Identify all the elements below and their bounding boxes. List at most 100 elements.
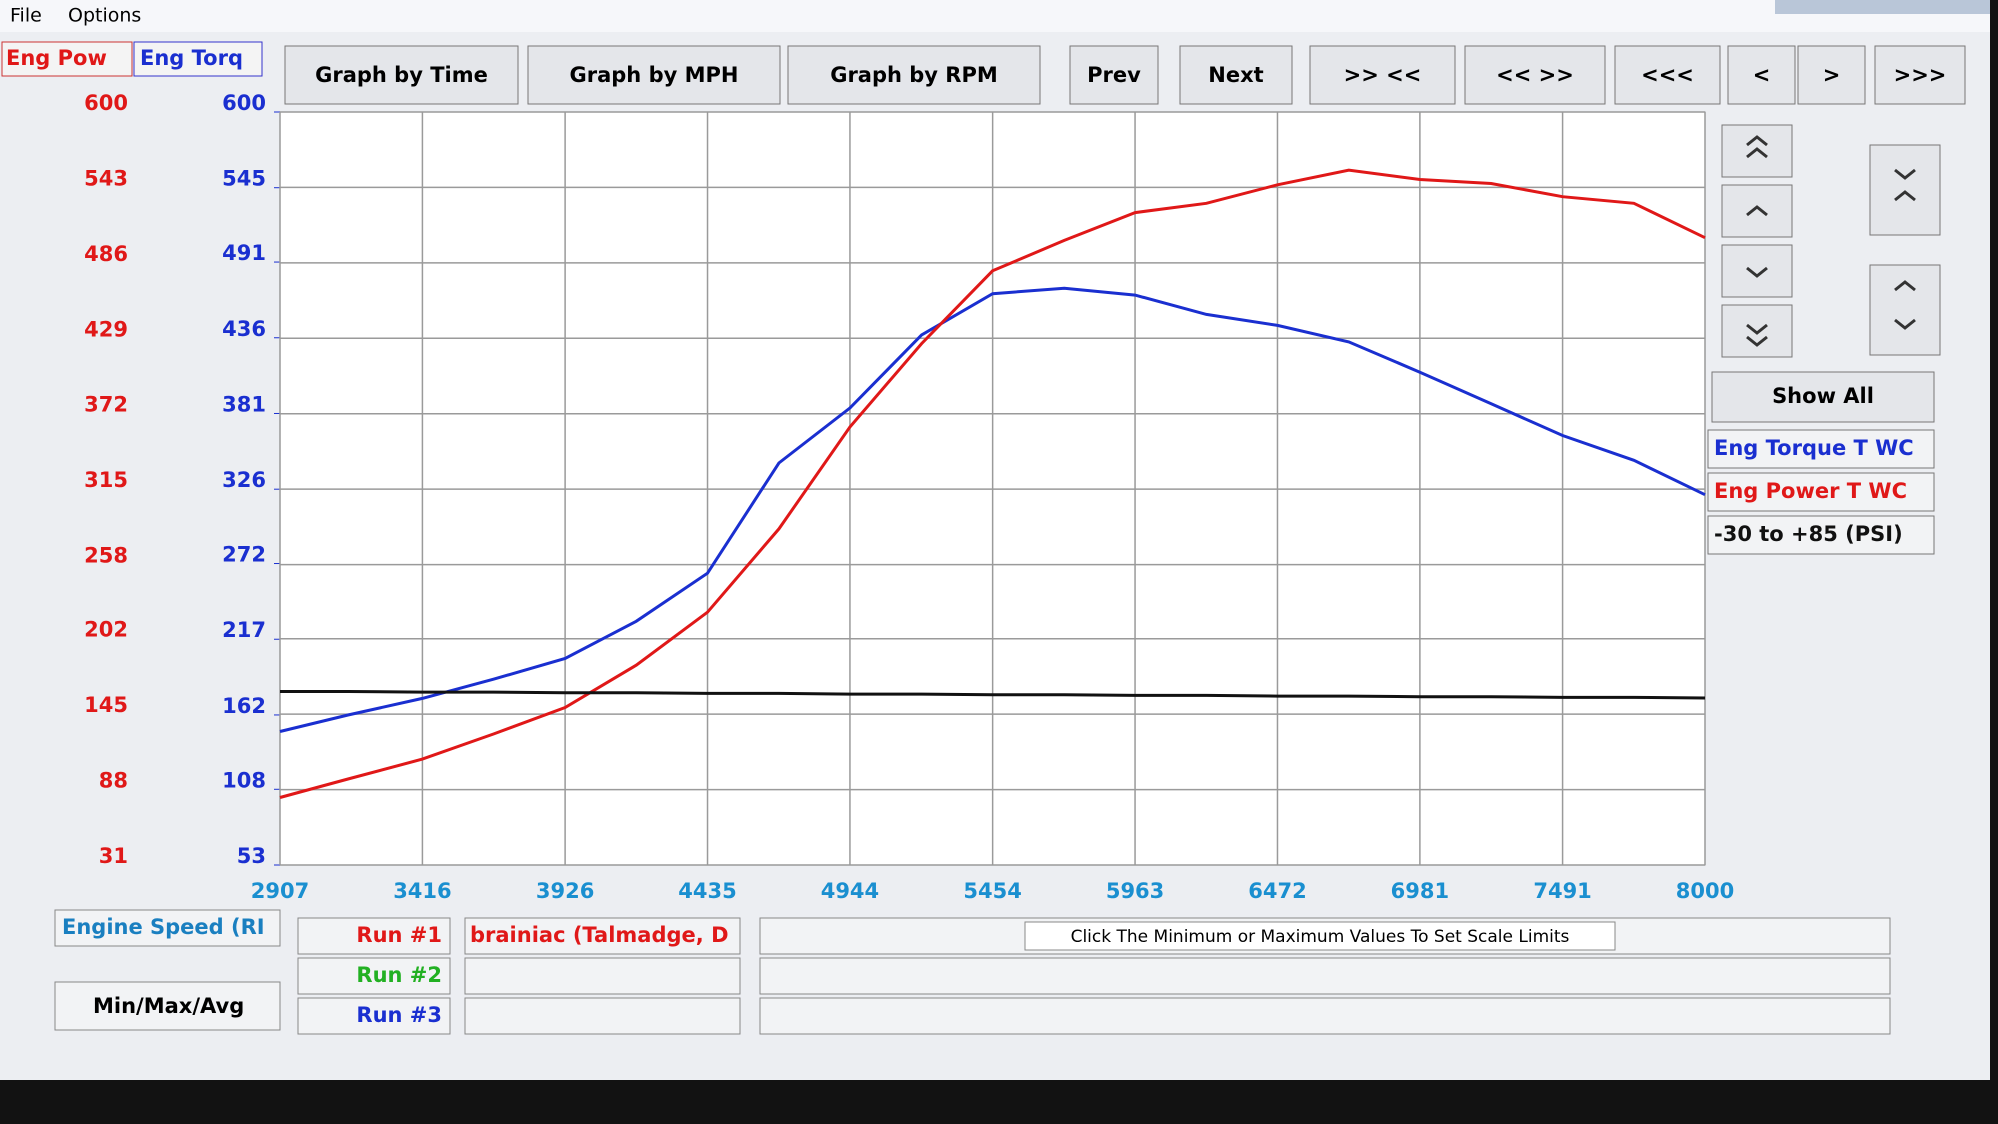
menubar	[0, 0, 1990, 32]
run-file: brainiac (Talmadge, D	[470, 923, 729, 947]
x-tick-label: 6981	[1391, 879, 1449, 903]
status-row	[759, 997, 1891, 1035]
toolbar-button[interactable]	[787, 45, 1041, 105]
y-tick-label: 429	[84, 317, 128, 341]
y2-tick-label: 491	[222, 241, 266, 265]
y2-tick-label: 381	[222, 392, 266, 416]
y2-tick-label: 272	[222, 543, 266, 567]
x-tick-label: 4944	[821, 879, 879, 903]
bottom-fields	[54, 909, 1891, 1035]
legend-label[interactable]: Eng Power T WC	[1714, 479, 1907, 503]
menu-item[interactable]: File	[10, 5, 42, 27]
x-tick-label: 4435	[678, 879, 736, 903]
scroll-button[interactable]	[1869, 264, 1941, 356]
y2-axis-label: Eng Torq	[140, 46, 243, 70]
scroll-button[interactable]	[1721, 304, 1793, 358]
scroll-button[interactable]	[1721, 124, 1793, 178]
toolbar-button-label[interactable]: Graph by Time	[315, 63, 488, 87]
y-tick-label: 315	[84, 468, 128, 492]
y2-tick-label: 162	[222, 694, 266, 718]
legend-label[interactable]: Eng Torque T WC	[1714, 436, 1914, 460]
x-tick-label: 5963	[1106, 879, 1164, 903]
legend-item[interactable]	[1707, 515, 1935, 555]
show-all-label[interactable]: Show All	[1772, 384, 1874, 408]
toolbar-button-label[interactable]: <	[1753, 63, 1771, 87]
toolbar-button-label[interactable]: Graph by RPM	[830, 63, 998, 87]
y2-tick-label: 108	[222, 768, 266, 792]
status-message: Click The Minimum or Maximum Values To S…	[1071, 927, 1570, 947]
toolbar-button-label[interactable]: Graph by MPH	[570, 63, 739, 87]
scroll-icons	[1746, 135, 1916, 347]
icon	[1746, 135, 1768, 159]
y-tick-label: 88	[99, 769, 128, 793]
file-box	[464, 957, 741, 995]
series-line	[279, 286, 1706, 733]
y2-tick-label: 217	[222, 618, 266, 642]
toolbar-button-label[interactable]: >> <<	[1344, 63, 1422, 87]
summary-label[interactable]: Min/Max/Avg	[93, 994, 244, 1018]
y-tick-label: 600	[84, 91, 128, 115]
y-tick-label: 486	[84, 242, 128, 266]
x-tick-label: 3926	[536, 879, 594, 903]
x-tick-label: 6472	[1248, 879, 1306, 903]
icon	[1746, 266, 1768, 278]
toolbar-button[interactable]	[1069, 45, 1159, 105]
y-axis-label: Eng Pow	[6, 46, 107, 70]
toolbar-button-label[interactable]: Prev	[1087, 63, 1141, 87]
toolbar-button-label[interactable]: >	[1823, 63, 1841, 87]
y-axis-header	[1, 41, 133, 77]
channel-box[interactable]	[54, 909, 281, 947]
x-tick-label: 7491	[1533, 879, 1591, 903]
toolbar-button[interactable]	[1874, 45, 1966, 105]
toolbar-button[interactable]	[1464, 45, 1606, 105]
toolbar-button-label[interactable]: << >>	[1496, 63, 1574, 87]
toolbar-button[interactable]	[1309, 45, 1456, 105]
run-box	[297, 917, 451, 955]
summary-button[interactable]	[54, 981, 281, 1031]
y2-tick-label: 326	[222, 468, 266, 492]
y2-tick-label: 545	[222, 167, 266, 191]
run-label: Run #3	[356, 1003, 442, 1027]
show-all-button[interactable]	[1711, 371, 1935, 423]
y2-tick-label: 600	[222, 91, 266, 115]
y2-tick-label: 436	[222, 317, 266, 341]
toolbar-button-label[interactable]: <<<	[1641, 63, 1694, 87]
icon	[1746, 323, 1768, 347]
icon	[1894, 168, 1916, 202]
toolbar-button[interactable]	[1727, 45, 1796, 105]
run-label: Run #2	[356, 963, 442, 987]
channel-label[interactable]: Engine Speed (RI	[62, 915, 265, 939]
title-controls	[1775, 0, 1990, 14]
scroll-button[interactable]	[1721, 244, 1793, 298]
run-box	[297, 997, 451, 1035]
x-tick-label: 8000	[1676, 879, 1734, 903]
toolbar-button-label[interactable]: Next	[1208, 63, 1263, 87]
y2-axis-header	[133, 41, 263, 77]
icon	[1894, 280, 1916, 330]
legend-item[interactable]	[1707, 429, 1935, 469]
file-box	[464, 917, 741, 955]
y-tick-label: 202	[84, 618, 128, 642]
y-tick-label: 31	[99, 844, 128, 868]
run-box	[297, 957, 451, 995]
scroll-buttons	[1721, 124, 1941, 358]
legend-label[interactable]: -30 to +85 (PSI)	[1714, 522, 1903, 546]
y2-tick-label: 53	[237, 844, 266, 868]
scroll-button[interactable]	[1721, 184, 1793, 238]
toolbar-button[interactable]	[284, 45, 519, 105]
toolbar-button-label[interactable]: >>>	[1894, 63, 1947, 87]
scroll-button[interactable]	[1869, 144, 1941, 236]
legend-item[interactable]	[1707, 472, 1935, 512]
y-tick-label: 145	[84, 693, 128, 717]
toolbar-button[interactable]	[1179, 45, 1293, 105]
toolbar-button[interactable]	[527, 45, 781, 105]
y-tick-label: 543	[84, 166, 128, 190]
series-line	[279, 168, 1706, 799]
x-tick-label: 2907	[251, 879, 309, 903]
menu-item[interactable]: Options	[68, 5, 141, 27]
toolbar-button[interactable]	[1797, 45, 1866, 105]
toolbar-button[interactable]	[1614, 45, 1721, 105]
y-tick-label: 372	[84, 393, 128, 417]
